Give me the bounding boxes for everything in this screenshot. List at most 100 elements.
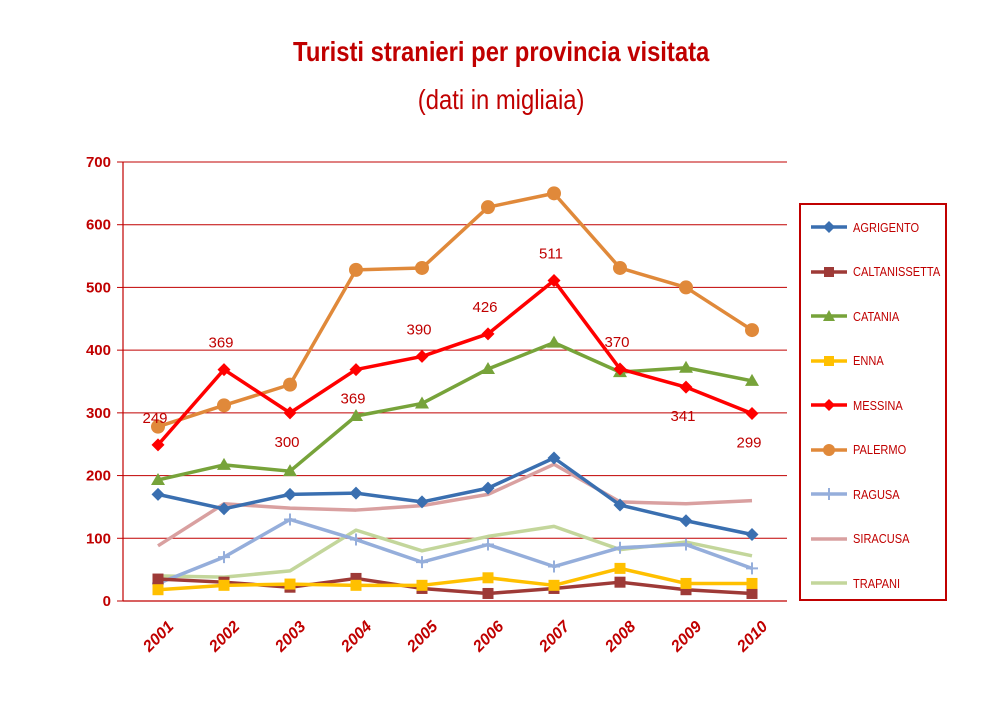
data-point-caltanissetta <box>152 573 164 585</box>
data-point-catania <box>415 396 429 409</box>
data-point-enna <box>350 579 362 591</box>
data-point-agrigento <box>151 487 165 501</box>
series-line-siracusa <box>157 462 753 548</box>
legend-item-caltanissetta: CALTANISSETTA <box>801 262 956 282</box>
legend-label: CATANIA <box>853 308 900 324</box>
legend-item-catania: CATANIA <box>801 306 907 326</box>
legend-label: PALERMO <box>853 442 907 457</box>
data-point-ragusa <box>416 556 428 569</box>
data-point-enna <box>680 577 692 589</box>
data-point-messina <box>217 363 231 377</box>
data-point-caltanissetta <box>746 587 758 599</box>
data-point-ragusa <box>680 538 692 551</box>
legend-label: MESSINA <box>853 397 903 413</box>
data-point-caltanissetta <box>614 576 626 588</box>
series-line-messina <box>156 278 753 446</box>
data-point-messina <box>547 274 561 288</box>
data-point-agrigento <box>415 495 429 509</box>
legend-label: AGRIGENTO <box>853 219 920 235</box>
legend-item-trapani: TRAPANI <box>801 573 908 593</box>
legend-label: SIRACUSA <box>853 531 910 546</box>
data-point-enna <box>746 577 758 589</box>
y-tick-label: 100 <box>86 530 111 547</box>
y-tick-label: 700 <box>86 154 111 171</box>
data-point-messina <box>613 362 627 376</box>
data-label: 299 <box>736 434 761 451</box>
data-point-messina <box>349 363 363 377</box>
data-point-caltanissetta <box>680 584 692 596</box>
data-label: 511 <box>539 246 563 263</box>
data-point-enna <box>614 562 626 574</box>
data-point-catania <box>547 335 561 348</box>
legend-label: TRAPANI <box>853 575 901 591</box>
y-tick-label: 200 <box>86 468 111 485</box>
data-point-agrigento <box>349 486 363 500</box>
data-point-messina <box>283 406 297 420</box>
data-point-ragusa <box>746 562 758 575</box>
series-line-agrigento <box>157 456 753 537</box>
chart-legend: AGRIGENTO CALTANISSETTA CATANIA ENNA MESSINA… <box>799 203 947 601</box>
y-tick-label: 600 <box>86 217 111 234</box>
legend-swatch <box>811 266 847 277</box>
chart-subtitle: (dati in migliaia) <box>417 84 585 115</box>
series-line-catania <box>157 340 753 482</box>
data-label: 426 <box>472 299 497 316</box>
data-label: 300 <box>274 434 299 451</box>
data-point-palermo <box>481 200 495 215</box>
legend-swatch <box>811 221 847 233</box>
series-line-palermo <box>157 191 753 429</box>
data-point-agrigento <box>613 498 627 512</box>
data-label: 341 <box>670 408 695 425</box>
data-point-catania <box>217 457 231 470</box>
legend-item-agrigento: AGRIGENTO <box>801 217 931 237</box>
legend-label: RAGUSA <box>853 486 900 502</box>
data-point-enna <box>152 584 164 596</box>
x-tick-label: 2009 <box>668 618 706 656</box>
legend-label: CALTANISSETTA <box>853 264 941 279</box>
x-tick-label: 2004 <box>338 618 376 656</box>
data-point-catania <box>151 472 165 485</box>
data-point-caltanissetta <box>482 587 494 599</box>
data-point-enna <box>482 572 494 584</box>
data-point-palermo <box>613 260 627 275</box>
x-tick-label: 2002 <box>206 618 244 656</box>
chart-title: Turisti stranieri per provincia visitata <box>293 36 710 67</box>
data-label: 370 <box>604 334 629 351</box>
legend-item-siracusa: SIRACUSA <box>801 529 919 549</box>
x-tick-label: 2007 <box>536 617 575 656</box>
x-tick-label: 2008 <box>602 618 640 656</box>
data-point-messina <box>745 406 759 420</box>
x-tick-label: 2006 <box>470 618 508 656</box>
data-point-ragusa <box>548 560 560 573</box>
data-point-catania <box>481 361 495 374</box>
legend-swatch <box>811 310 847 321</box>
legend-swatch <box>811 488 847 500</box>
y-tick-label: 400 <box>86 342 111 359</box>
x-tick-label: 2003 <box>272 618 310 656</box>
data-point-enna <box>416 579 428 591</box>
legend-item-enna: ENNA <box>801 351 889 371</box>
data-point-enna <box>284 578 296 590</box>
data-point-catania <box>679 360 693 373</box>
data-point-agrigento <box>679 514 693 528</box>
y-tick-label: 500 <box>86 279 111 296</box>
y-tick-label: 0 <box>103 593 111 610</box>
data-point-messina <box>415 349 429 363</box>
data-point-messina <box>151 438 165 452</box>
data-point-palermo <box>745 323 759 338</box>
data-point-agrigento <box>547 451 561 465</box>
data-label: 390 <box>406 321 431 338</box>
legend-swatch <box>811 581 847 585</box>
data-point-ragusa <box>350 533 362 546</box>
data-point-palermo <box>349 262 363 277</box>
data-point-palermo <box>151 419 165 434</box>
x-tick-label: 2010 <box>734 618 772 656</box>
legend-item-messina: MESSINA <box>801 395 912 415</box>
legend-label: ENNA <box>853 353 884 368</box>
data-point-catania <box>283 464 297 477</box>
data-point-ragusa <box>482 538 494 551</box>
data-point-palermo <box>283 377 297 392</box>
data-point-messina <box>481 327 495 341</box>
legend-item-ragusa: RAGUSA <box>801 484 908 504</box>
